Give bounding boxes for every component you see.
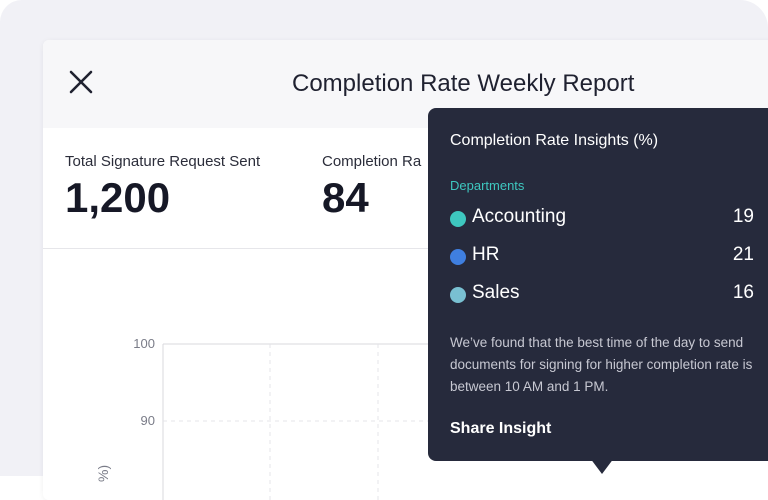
department-row-hr: HR 21 bbox=[450, 244, 754, 272]
department-name: Sales bbox=[472, 282, 520, 303]
department-row-accounting: Accounting 19 bbox=[450, 206, 754, 234]
completion-rate-label: Completion Ra bbox=[322, 153, 422, 170]
tooltip-title: Completion Rate Insights (%) bbox=[450, 132, 659, 149]
departments-heading: Departments bbox=[450, 178, 525, 193]
department-value: 21 bbox=[732, 244, 754, 265]
total-requests-value: 1,200 bbox=[65, 174, 171, 221]
department-name: HR bbox=[472, 244, 500, 265]
accounting-dot-icon bbox=[450, 211, 466, 227]
insight-description: We’ve found that the best time of the da… bbox=[450, 335, 753, 394]
total-requests-label: Total Signature Request Sent bbox=[65, 153, 261, 170]
insights-tooltip: Completion Rate Insights (%) Departments… bbox=[428, 108, 768, 461]
share-insight-button[interactable]: Share Insight bbox=[450, 420, 552, 437]
department-value: 16 bbox=[732, 282, 754, 303]
y-tick-label: 90 bbox=[140, 413, 155, 428]
page-title: Completion Rate Weekly Report bbox=[292, 70, 635, 97]
completion-rate-value: 84 bbox=[322, 174, 369, 221]
close-button[interactable] bbox=[65, 66, 97, 98]
department-value: 19 bbox=[732, 206, 754, 227]
department-name: Accounting bbox=[472, 206, 567, 227]
hr-dot-icon bbox=[450, 249, 466, 265]
close-icon bbox=[69, 70, 93, 94]
department-row-sales: Sales 16 bbox=[450, 282, 754, 310]
stats-row: Total Signature Request Sent 1,200 Compl… bbox=[43, 128, 768, 249]
sales-dot-icon bbox=[450, 287, 466, 303]
tooltip-pointer bbox=[590, 458, 614, 474]
y-axis-label: %) bbox=[95, 464, 111, 482]
y-tick-label: 100 bbox=[133, 336, 155, 351]
